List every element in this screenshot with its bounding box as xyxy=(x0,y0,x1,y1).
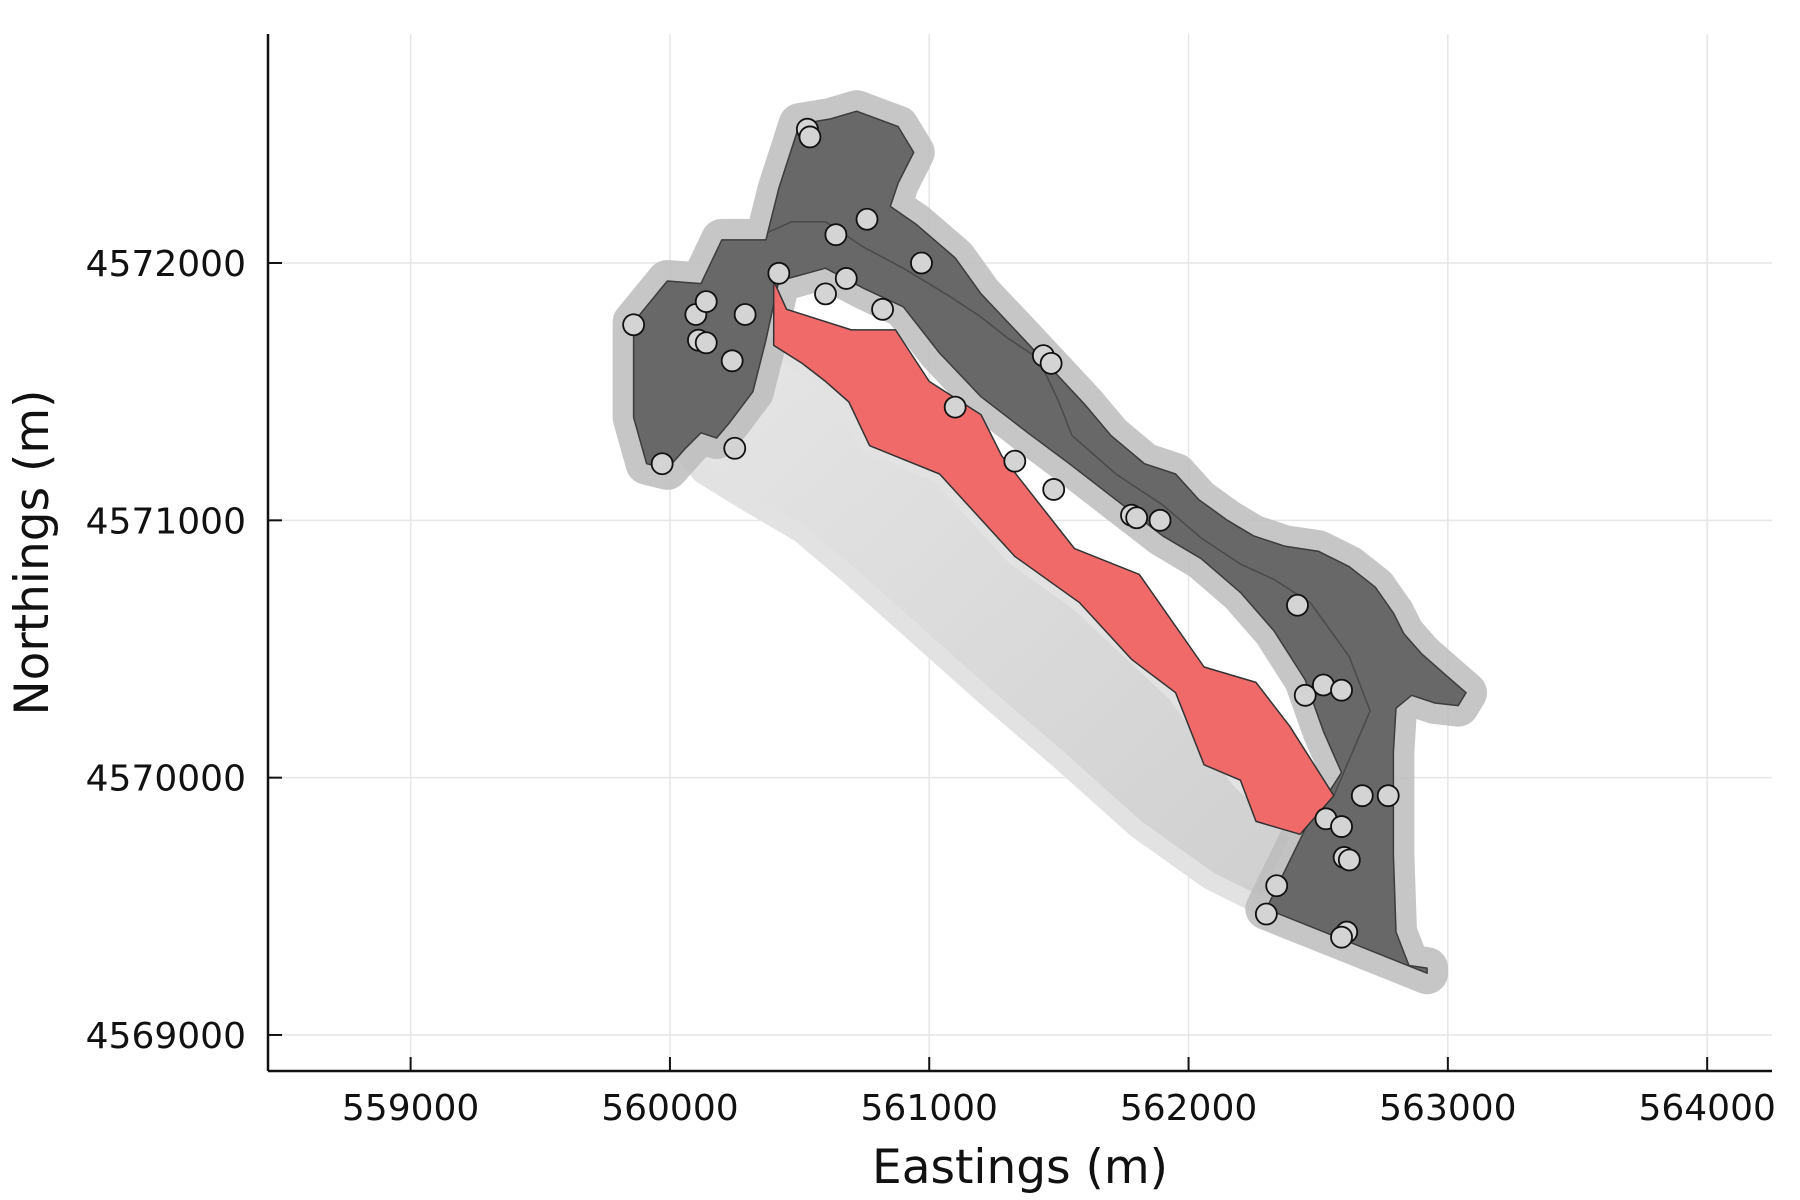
sample-point xyxy=(1337,848,1361,872)
sample-point xyxy=(694,290,718,314)
sample-point xyxy=(1125,506,1149,530)
sample-point xyxy=(694,331,718,355)
sample-point xyxy=(798,125,822,149)
sample-point xyxy=(1254,902,1278,926)
sample-point xyxy=(1039,351,1063,375)
sample-point xyxy=(723,436,747,460)
y-tick-label: 4572000 xyxy=(86,244,246,285)
sample-point xyxy=(622,313,646,337)
sample-point xyxy=(720,349,744,373)
sample-point xyxy=(650,452,674,476)
sample-point xyxy=(1330,925,1353,949)
sample-point xyxy=(910,251,933,275)
x-tick-label: 564000 xyxy=(1638,1088,1775,1129)
map-regions xyxy=(612,90,1487,995)
sample-point xyxy=(1286,593,1309,617)
sample-point xyxy=(814,282,837,306)
sample-point xyxy=(733,303,757,326)
sample-point xyxy=(1376,784,1400,808)
sample-point xyxy=(1003,449,1027,473)
sample-point xyxy=(824,223,848,247)
x-tick-label: 563000 xyxy=(1379,1088,1516,1129)
sample-point xyxy=(1350,784,1374,808)
x-tick-label: 561000 xyxy=(861,1088,998,1129)
y-tick-label: 4571000 xyxy=(86,501,246,542)
x-tick-label: 560000 xyxy=(601,1088,738,1129)
x-tick-label: 559000 xyxy=(342,1088,479,1129)
sample-point xyxy=(1265,874,1289,898)
x-tick-label: 562000 xyxy=(1120,1088,1257,1129)
sample-point xyxy=(767,261,791,285)
sample-point xyxy=(1330,678,1353,702)
sample-points xyxy=(622,117,1400,949)
sample-point xyxy=(871,297,894,321)
sample-point xyxy=(1293,683,1317,707)
sample-point xyxy=(1148,508,1172,532)
y-tick-label: 4570000 xyxy=(86,759,246,800)
sample-point xyxy=(855,207,879,231)
sample-point xyxy=(1330,815,1353,838)
axes xyxy=(266,34,1772,1073)
geologic-unit xyxy=(632,110,1467,974)
sample-point xyxy=(943,395,967,419)
x-axis-title: Eastings (m) xyxy=(872,1140,1168,1195)
y-tick-label: 4569000 xyxy=(86,1016,246,1057)
sample-point xyxy=(834,267,858,290)
tick-labels: 559000 560000 561000 562000 563000 564000 4569… xyxy=(86,244,1776,1129)
y-axis-title: Northings (m) xyxy=(5,389,60,715)
sample-point xyxy=(1042,478,1066,501)
